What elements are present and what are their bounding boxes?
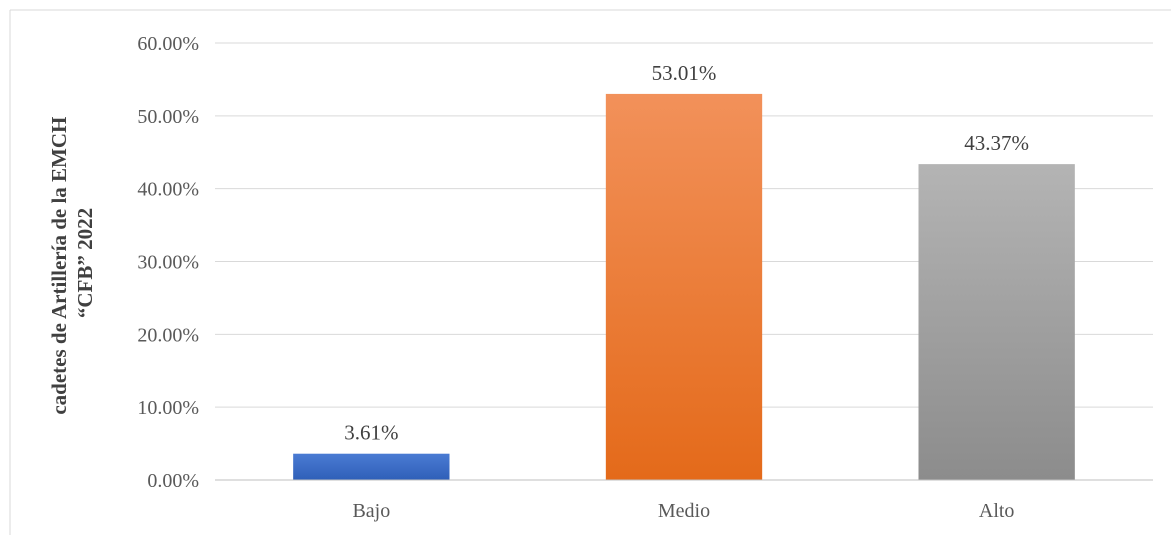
- bar-alto: [918, 164, 1075, 480]
- y-axis-label-line-1: cadetes de Artillería de la EMCH: [47, 117, 71, 415]
- y-tick-label: 30.00%: [137, 252, 199, 274]
- y-tick-label: 60.00%: [137, 33, 199, 55]
- y-tick-label: 10.00%: [137, 397, 199, 419]
- y-axis-label-line-2: “CFB” 2022: [73, 208, 97, 318]
- x-tick-label-bajo: Bajo: [352, 500, 390, 522]
- data-label-alto: 43.37%: [964, 131, 1029, 155]
- x-axis-tick-labels: Bajo Medio Alto: [352, 500, 1014, 522]
- x-tick-label-medio: Medio: [658, 500, 710, 522]
- y-tick-label: 20.00%: [137, 324, 199, 346]
- y-tick-label: 40.00%: [137, 179, 199, 201]
- data-labels: 3.61% 53.01% 43.37%: [344, 61, 1029, 445]
- y-tick-label: 0.00%: [147, 470, 199, 492]
- bars: [293, 93, 1075, 481]
- data-label-bajo: 3.61%: [344, 421, 398, 445]
- y-axis-tick-labels: 0.00% 10.00% 20.00% 30.00% 40.00% 50.00% 60.00…: [137, 33, 199, 492]
- bar-medio: [605, 93, 763, 481]
- bar-bajo: [293, 453, 450, 480]
- y-tick-label: 50.00%: [137, 106, 199, 128]
- data-label-medio: 53.01%: [652, 61, 717, 85]
- y-axis-label: cadetes de Artillería de la EMCH “CFB” 2…: [47, 111, 97, 414]
- x-tick-label-alto: Alto: [979, 500, 1015, 522]
